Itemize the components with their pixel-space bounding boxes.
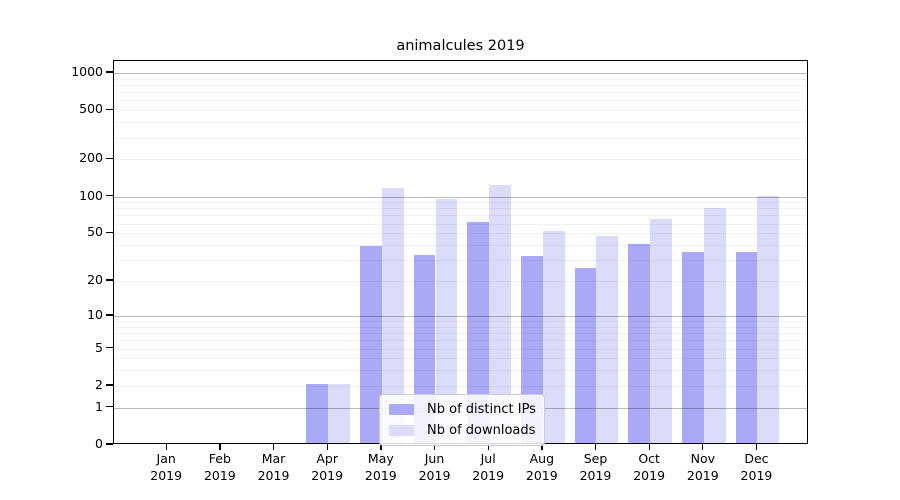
y-tick-mark	[106, 406, 113, 408]
legend-item-downloads: Nb of downloads	[389, 420, 544, 441]
minor-gridline	[114, 348, 807, 350]
x-tick-mark	[433, 444, 436, 450]
x-tick-label: Jan 2019	[150, 451, 183, 483]
y-tick-label: 500	[79, 101, 103, 117]
x-tick-label: Feb 2019	[203, 451, 236, 483]
major-gridline	[114, 315, 807, 317]
minor-gridline	[114, 78, 807, 80]
minor-gridline	[114, 208, 807, 210]
x-tick-label: Apr 2019	[311, 451, 344, 483]
x-tick-mark	[380, 444, 382, 450]
x-tick-label: Jul 2019	[472, 451, 505, 483]
minor-gridline	[114, 233, 807, 235]
y-tick-mark	[106, 279, 113, 281]
y-tick-label: 20	[87, 272, 103, 288]
minor-gridline	[114, 326, 807, 328]
minor-gridline	[114, 137, 807, 139]
minor-gridline	[114, 223, 807, 225]
bar-jul-downloads	[489, 184, 511, 443]
y-tick-mark	[106, 314, 113, 316]
x-tick-label: Nov 2019	[686, 451, 719, 483]
minor-gridline	[114, 159, 807, 161]
bar-may-downloads	[381, 188, 404, 443]
legend-item-distinct-ips: Nb of distinct IPs	[389, 399, 544, 420]
x-tick-label: Oct 2019	[633, 451, 666, 483]
legend-label-downloads: Nb of downloads	[427, 423, 536, 438]
x-tick-label: Jun 2019	[418, 451, 451, 483]
x-tick-mark	[219, 444, 221, 450]
bar-jun-downloads	[435, 198, 458, 443]
minor-gridline	[114, 85, 807, 86]
x-tick-label: Mar 2019	[257, 451, 290, 483]
minor-gridline	[114, 385, 807, 387]
y-tick-mark	[106, 443, 113, 445]
x-tick-mark	[648, 444, 650, 450]
x-tick-mark	[594, 444, 597, 450]
legend-swatch-downloads	[389, 425, 414, 436]
y-tick-mark	[106, 194, 113, 197]
legend-swatch-distinct-ips	[389, 404, 414, 415]
bar-sep-ips	[574, 267, 597, 443]
bar-dec-downloads	[757, 195, 780, 443]
y-tick-label: 50	[87, 224, 103, 240]
minor-gridline	[114, 260, 807, 262]
bar-apr-downloads	[328, 383, 350, 443]
y-tick-label: 1000	[71, 64, 103, 79]
chart-title: animalcules 2019	[396, 38, 525, 54]
bar-oct-downloads	[650, 219, 672, 443]
minor-gridline	[114, 215, 807, 217]
minor-gridline	[114, 333, 807, 335]
minor-gridline	[114, 245, 807, 247]
minor-gridline	[114, 100, 807, 102]
y-tick-label: 200	[79, 150, 103, 166]
y-tick-label: 5	[95, 339, 103, 355]
bar-apr-ips	[306, 383, 329, 443]
y-tick-mark	[106, 231, 113, 233]
bar-aug-downloads	[542, 231, 565, 443]
x-tick-mark	[541, 444, 543, 450]
y-tick-label: 100	[79, 187, 103, 203]
bar-nov-ips	[682, 251, 704, 443]
bar-dec-ips	[735, 251, 758, 443]
minor-gridline	[114, 202, 807, 204]
plot-area: Nb of distinct IPs Nb of downloads	[113, 60, 808, 446]
minor-gridline	[114, 358, 807, 360]
bar-nov-downloads	[703, 207, 726, 443]
bar-may-ips	[360, 245, 382, 443]
minor-gridline	[114, 92, 807, 94]
x-tick-label: Sep 2019	[579, 451, 612, 483]
minor-gridline	[114, 110, 807, 112]
y-tick-mark	[106, 71, 113, 73]
bar-jul-ips	[467, 221, 490, 443]
x-tick-label: Dec 2019	[740, 451, 773, 483]
y-tick-label: 2	[95, 376, 103, 392]
x-tick-mark	[326, 444, 328, 450]
y-tick-mark	[106, 157, 113, 160]
y-tick-label: 10	[87, 306, 103, 322]
x-tick-mark	[702, 444, 704, 450]
minor-gridline	[114, 370, 807, 372]
y-tick-mark	[106, 384, 113, 386]
x-tick-mark	[272, 444, 275, 450]
legend-label-distinct-ips: Nb of distinct IPs	[427, 402, 536, 417]
legend: Nb of distinct IPs Nb of downloads	[379, 394, 545, 446]
minor-gridline	[114, 340, 807, 342]
minor-gridline	[114, 122, 807, 124]
y-tick-mark	[106, 108, 113, 110]
major-gridline	[114, 73, 807, 74]
y-tick-mark	[106, 346, 113, 349]
x-tick-label: Aug 2019	[525, 451, 558, 483]
y-tick-label: 1	[95, 398, 103, 414]
bar-sep-downloads	[596, 235, 619, 443]
bar-oct-ips	[628, 244, 651, 443]
minor-gridline	[114, 321, 807, 323]
major-gridline	[114, 196, 807, 198]
minor-gridline	[114, 281, 807, 283]
x-tick-label: May 2019	[364, 451, 397, 483]
y-tick-label: 0	[95, 436, 103, 451]
x-tick-mark	[487, 444, 489, 450]
x-tick-mark	[165, 444, 167, 450]
x-tick-mark	[755, 444, 758, 450]
